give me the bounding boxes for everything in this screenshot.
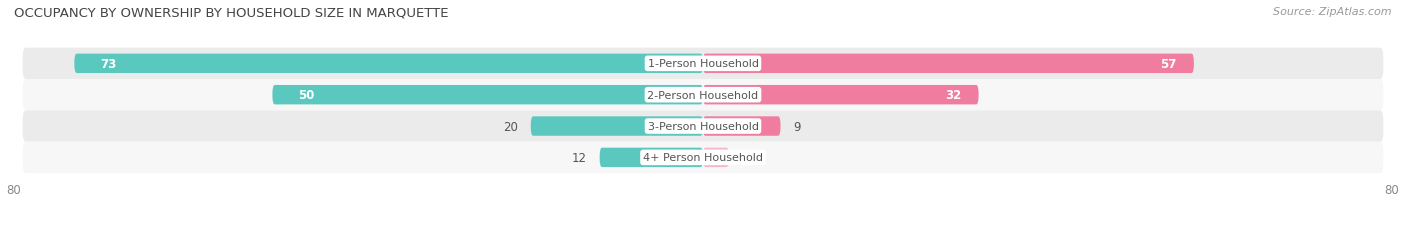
Text: 73: 73	[100, 58, 117, 70]
Text: 3-Person Household: 3-Person Household	[648, 122, 758, 131]
Text: 32: 32	[945, 89, 962, 102]
Text: 9: 9	[793, 120, 801, 133]
FancyBboxPatch shape	[22, 142, 1384, 173]
Text: OCCUPANCY BY OWNERSHIP BY HOUSEHOLD SIZE IN MARQUETTE: OCCUPANCY BY OWNERSHIP BY HOUSEHOLD SIZE…	[14, 7, 449, 20]
FancyBboxPatch shape	[273, 86, 703, 105]
FancyBboxPatch shape	[703, 148, 728, 167]
FancyBboxPatch shape	[22, 111, 1384, 142]
FancyBboxPatch shape	[531, 117, 703, 136]
FancyBboxPatch shape	[703, 54, 1194, 74]
Text: 57: 57	[1160, 58, 1177, 70]
Text: Source: ZipAtlas.com: Source: ZipAtlas.com	[1274, 7, 1392, 17]
Text: 4+ Person Household: 4+ Person Household	[643, 153, 763, 163]
Text: 12: 12	[572, 151, 586, 164]
Text: 2-Person Household: 2-Person Household	[647, 90, 759, 100]
FancyBboxPatch shape	[703, 117, 780, 136]
Text: 1-Person Household: 1-Person Household	[648, 59, 758, 69]
FancyBboxPatch shape	[22, 49, 1384, 80]
FancyBboxPatch shape	[22, 80, 1384, 111]
FancyBboxPatch shape	[75, 54, 703, 74]
Text: 50: 50	[298, 89, 315, 102]
Text: 20: 20	[503, 120, 517, 133]
FancyBboxPatch shape	[599, 148, 703, 167]
FancyBboxPatch shape	[703, 86, 979, 105]
Text: 0: 0	[716, 151, 723, 164]
